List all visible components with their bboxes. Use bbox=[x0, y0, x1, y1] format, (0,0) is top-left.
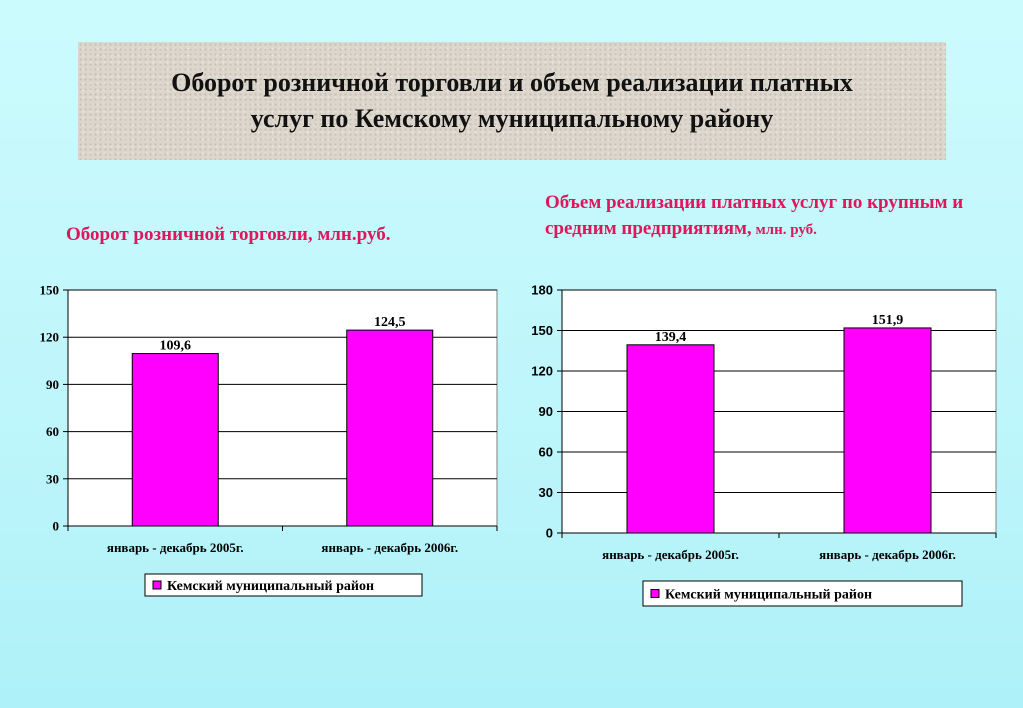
services-y-tick-label: 180 bbox=[531, 283, 553, 298]
services-bar bbox=[626, 344, 715, 534]
services-subtitle-main: Объем реализации платных услуг по крупны… bbox=[545, 192, 964, 239]
services-legend-label: Кемский муниципальный район bbox=[665, 588, 872, 603]
services-legend-swatch bbox=[650, 589, 660, 598]
page-title-line2: услуг по Кемскому муниципальному району bbox=[250, 104, 774, 133]
title-banner: Оборот розничной торговли и объем реализ… bbox=[78, 42, 946, 160]
services-legend-box bbox=[642, 580, 963, 607]
services-y-tick-label: 120 bbox=[531, 364, 553, 379]
retail-legend-box bbox=[144, 573, 423, 597]
services-y-tick-label: 0 bbox=[546, 526, 553, 541]
services-data-label: 151,9 bbox=[872, 313, 904, 328]
retail-y-tick-label: 120 bbox=[40, 330, 60, 345]
retail-y-tick-label: 90 bbox=[46, 377, 59, 392]
retail-x-category-label: январь - декабрь 2005г. bbox=[107, 540, 244, 555]
retail-legend-swatch bbox=[152, 580, 162, 590]
page-title: Оборот розничной торговли и объем реализ… bbox=[171, 65, 853, 137]
services-y-tick-label: 60 bbox=[539, 445, 553, 460]
retail-bar bbox=[346, 329, 434, 527]
retail-legend-label: Кемский муниципальный район bbox=[167, 579, 374, 594]
services-y-tick-label: 30 bbox=[539, 485, 553, 500]
retail-y-tick-label: 60 bbox=[46, 424, 59, 439]
services-y-tick-label: 90 bbox=[539, 404, 553, 419]
retail-chart-subtitle: Оборот розничной торговли, млн.руб. bbox=[66, 224, 391, 245]
retail-x-category-label: январь - декабрь 2006г. bbox=[321, 540, 458, 555]
services-bar bbox=[843, 327, 932, 534]
page-title-line1: Оборот розничной торговли и объем реализ… bbox=[171, 68, 853, 97]
services-x-category-label: январь - декабрь 2005г. bbox=[602, 547, 739, 562]
retail-y-tick-label: 0 bbox=[53, 519, 60, 534]
services-x-category-label: январь - декабрь 2006г. bbox=[819, 547, 956, 562]
services-data-label: 139,4 bbox=[655, 330, 687, 345]
retail-y-tick-label: 30 bbox=[46, 471, 59, 486]
retail-data-label: 109,6 bbox=[160, 339, 192, 354]
services-subtitle-unit: млн. руб. bbox=[751, 222, 817, 238]
retail-y-tick-label: 150 bbox=[40, 283, 60, 298]
retail-data-label: 124,5 bbox=[374, 315, 406, 330]
services-y-tick-label: 150 bbox=[531, 323, 553, 338]
retail-bar bbox=[131, 353, 219, 527]
services-chart-subtitle: Объем реализации платных услуг по крупны… bbox=[545, 190, 995, 243]
